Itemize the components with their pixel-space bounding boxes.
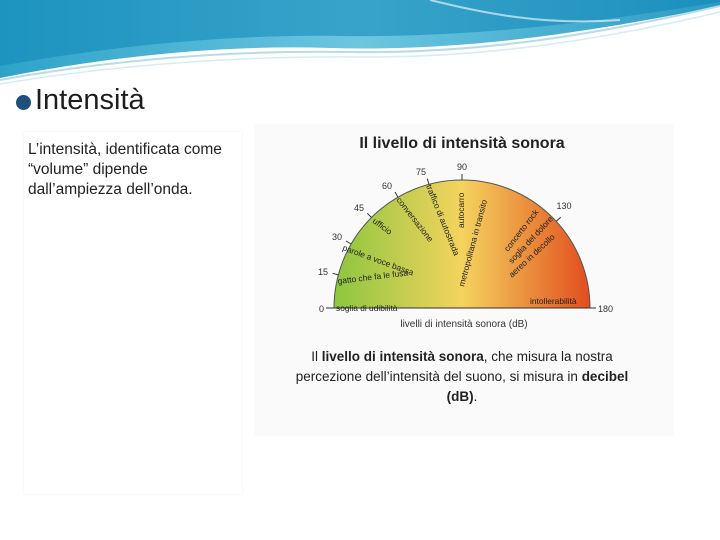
tick-label-30: 30 — [332, 232, 342, 242]
source-label-threshold-hearing: soglia di udibilità — [336, 303, 398, 313]
text-box: L’intensità, identificata come “volume” … — [24, 132, 242, 494]
caption-line-2: percezione dell’intensità del suono, si … — [296, 369, 582, 384]
slide-title: Intensità — [16, 84, 145, 117]
header-wave-decoration — [0, 0, 720, 85]
axis-label: livelli di intensità sonora (dB) — [400, 319, 527, 330]
source-label-intolerability: intollerabilità — [530, 296, 577, 306]
body-text: L’intensità, identificata come “volume” … — [28, 141, 222, 198]
caption-part-1: Il — [311, 349, 322, 364]
source-label-truck: autocarro — [456, 192, 466, 228]
caption-bold-3: (dB) — [447, 389, 474, 404]
figure-title: Il livello di intensità sonora — [359, 135, 564, 152]
caption-bold-1: livello di intensità sonora — [322, 349, 485, 364]
bullet-icon — [16, 95, 31, 110]
tick-label-60: 60 — [382, 181, 392, 191]
tick-label-15: 15 — [318, 267, 328, 277]
tick-label-180: 180 — [598, 304, 613, 314]
slide-title-text: Intensità — [35, 84, 145, 116]
gauge-diagram: Il livello di intensità sonora 0 15 30 4… — [296, 135, 628, 404]
caption-part-2: , che misura la nostra — [484, 349, 614, 364]
tick-label-45: 45 — [354, 203, 364, 213]
svg-text:(dB).: (dB). — [447, 389, 478, 404]
figure-caption: Il livello di intensità sonora, che misu… — [296, 349, 628, 404]
caption-part-3: . — [474, 389, 478, 404]
gauge-outline — [333, 179, 591, 309]
gauge-semicircle — [334, 180, 590, 308]
caption-bold-2: decibel — [582, 369, 629, 384]
tick-marks — [328, 174, 596, 309]
tick-label-130: 130 — [556, 201, 571, 211]
svg-text:percezione dell’intensità del: percezione dell’intensità del suono, si … — [296, 369, 628, 384]
tick-label-90: 90 — [457, 162, 467, 172]
svg-text:Il livello di intensità sonora: Il livello di intensità sonora, che misu… — [311, 349, 613, 364]
tick-label-75: 75 — [416, 167, 426, 177]
sound-intensity-figure: Il livello di intensità sonora 0 15 30 4… — [254, 124, 674, 436]
tick-label-0: 0 — [319, 304, 324, 314]
